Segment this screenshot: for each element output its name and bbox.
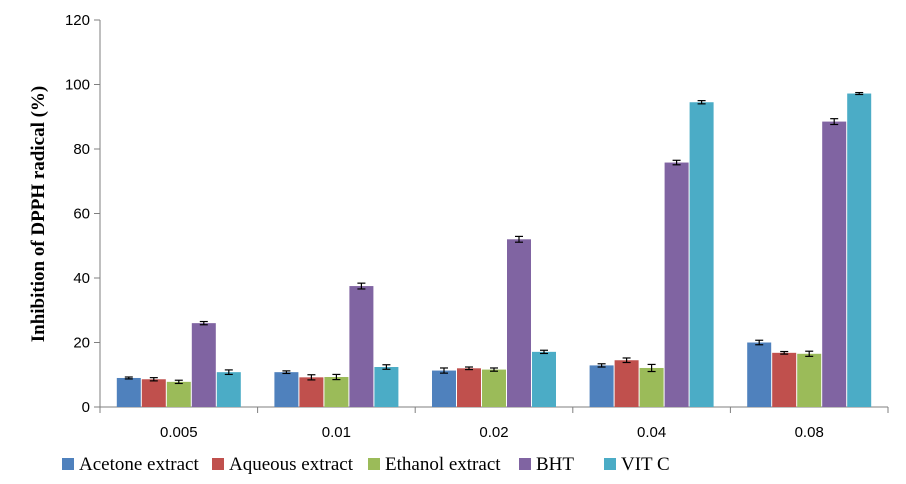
x-tick-label: 0.08 bbox=[795, 424, 824, 441]
bar bbox=[324, 377, 349, 407]
bar bbox=[432, 370, 456, 407]
bar bbox=[589, 365, 614, 407]
bar bbox=[349, 286, 374, 407]
error-bars bbox=[124, 91, 864, 385]
legend-swatch bbox=[368, 458, 380, 470]
x-tick-label: 0.04 bbox=[637, 424, 666, 441]
bar bbox=[457, 368, 481, 407]
y-tick-label: 100 bbox=[65, 77, 90, 94]
y-tick-label: 80 bbox=[73, 141, 90, 158]
bar bbox=[639, 367, 664, 407]
bar bbox=[772, 352, 797, 407]
bar bbox=[216, 372, 241, 407]
bar bbox=[191, 323, 216, 407]
bar bbox=[614, 360, 639, 407]
legend: Acetone extract Aqueous extract Ethanol ex… bbox=[62, 454, 670, 475]
legend-swatch bbox=[212, 458, 224, 470]
bar bbox=[507, 239, 531, 407]
legend-swatch bbox=[604, 458, 616, 470]
legend-swatch bbox=[62, 458, 74, 470]
y-axis-label: Inhibition of DPPH radical (%) bbox=[28, 86, 49, 343]
bar bbox=[141, 379, 166, 407]
y-axis: 0 20 40 60 80 100 120 bbox=[65, 12, 101, 416]
y-tick-label: 20 bbox=[73, 335, 90, 352]
legend-label: Aqueous extract bbox=[229, 454, 354, 475]
bar bbox=[274, 372, 299, 407]
x-tick-label: 0.01 bbox=[322, 424, 351, 441]
bar bbox=[797, 353, 822, 407]
y-tick-label: 0 bbox=[82, 399, 90, 416]
bar bbox=[482, 369, 506, 407]
x-tick-label: 0.02 bbox=[479, 424, 508, 441]
bar bbox=[822, 121, 847, 408]
y-tick-label: 60 bbox=[73, 206, 90, 223]
bar bbox=[116, 377, 141, 407]
bar bbox=[299, 377, 324, 407]
bar bbox=[374, 367, 399, 407]
y-tick-label: 40 bbox=[73, 270, 90, 287]
legend-label: BHT bbox=[536, 454, 574, 475]
x-axis: 0.005 0.01 0.02 0.04 0.08 bbox=[99, 406, 889, 441]
bar bbox=[664, 162, 689, 407]
legend-label: Ethanol extract bbox=[385, 454, 501, 475]
y-tick-label: 120 bbox=[65, 12, 90, 29]
legend-label: Acetone extract bbox=[79, 454, 199, 475]
bar bbox=[532, 351, 556, 407]
x-tick-label: 0.005 bbox=[160, 424, 198, 441]
bar bbox=[689, 102, 714, 408]
bar bbox=[847, 93, 872, 407]
bar bbox=[166, 381, 191, 407]
legend-label: VIT C bbox=[621, 454, 670, 475]
legend-swatch bbox=[519, 458, 531, 470]
bars bbox=[116, 93, 872, 408]
bar bbox=[747, 342, 772, 407]
